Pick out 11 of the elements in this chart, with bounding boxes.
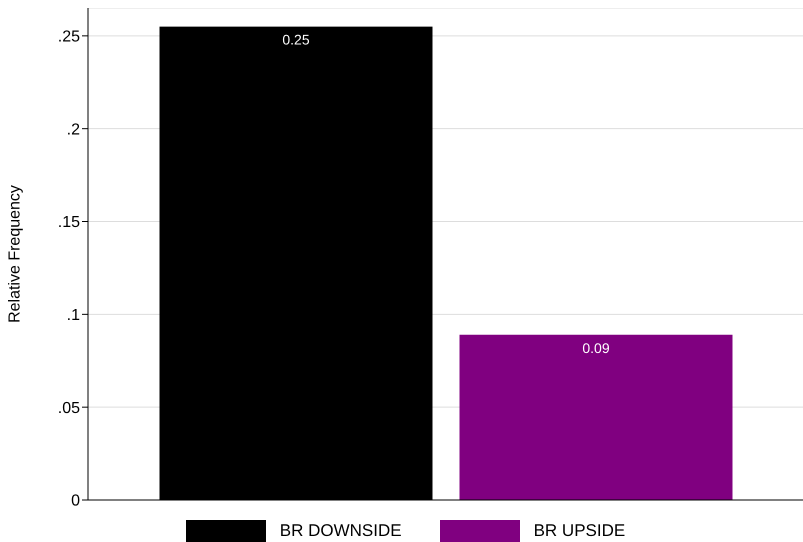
y-tick-label: .15 [58, 214, 80, 232]
y-axis-title: Relative Frequency [6, 185, 24, 323]
y-tick-label: .25 [58, 28, 80, 46]
y-tick-label: .1 [66, 307, 80, 324]
legend-label: BR UPSIDE [534, 521, 626, 541]
y-tick-label: .2 [66, 121, 80, 138]
y-tick-label: 0 [71, 492, 80, 510]
data-label: 0.25 [282, 32, 310, 48]
data-label: 0.09 [582, 340, 610, 356]
legend-label: BR DOWNSIDE [280, 521, 402, 541]
y-tick-label: .05 [58, 400, 80, 417]
